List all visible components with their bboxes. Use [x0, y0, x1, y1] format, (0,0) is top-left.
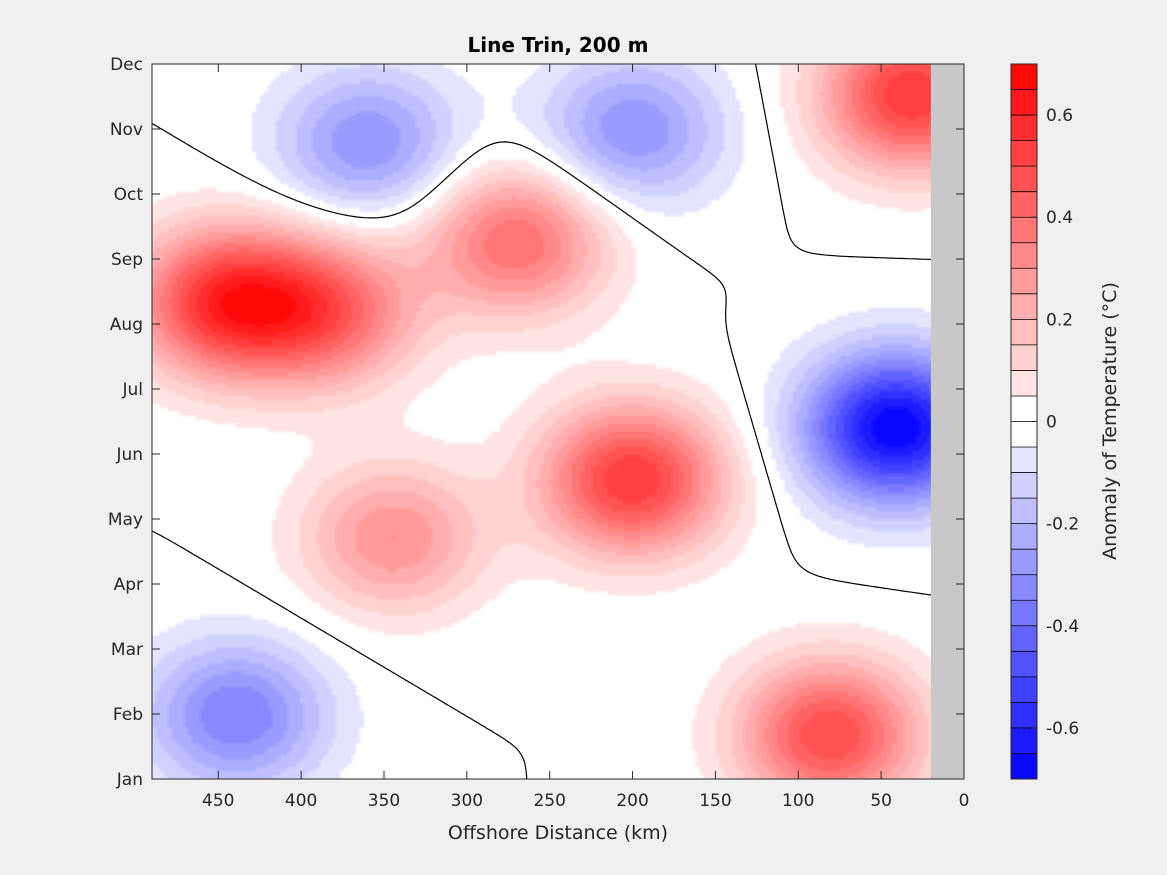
- plot-area: [151, 63, 965, 780]
- colorbar: 0.6 0.4 0.2 0 -0.2 -0.4 -0.6 Anomaly of Temper…: [1010, 63, 1121, 780]
- y-tick-label: Mar: [111, 640, 143, 660]
- x-tick-label: 100: [782, 791, 814, 811]
- x-tick-label: 450: [202, 791, 234, 811]
- zero-contour: [152, 64, 964, 779]
- x-tick-label: 350: [368, 791, 400, 811]
- x-axis-ticks: 450 400 350 300 250 200 150 100 50 0: [202, 64, 969, 811]
- colorbar-tick-label: 0: [1046, 413, 1057, 433]
- y-tick-label: Oct: [114, 185, 144, 205]
- x-tick-label: 250: [533, 791, 565, 811]
- colorbar-tick-label: 0.4: [1046, 208, 1073, 228]
- colorbar-tick-label: -0.4: [1046, 617, 1079, 637]
- chart-title: Line Trin, 200 m: [468, 33, 649, 57]
- anomaly-field: [152, 64, 964, 779]
- y-tick-label: Dec: [110, 55, 143, 75]
- plot-frame: [151, 63, 965, 780]
- y-tick-label: May: [108, 510, 143, 530]
- colorbar-level-lines: [1011, 89, 1037, 754]
- x-tick-label: 200: [616, 791, 648, 811]
- y-tick-label: Jan: [116, 770, 143, 790]
- x-tick-label: 150: [699, 791, 731, 811]
- colorbar-ticks: 0.6 0.4 0.2 0 -0.2 -0.4 -0.6: [1031, 106, 1079, 739]
- y-tick-label: Apr: [114, 575, 143, 595]
- colorbar-label: Anomaly of Temperature (°C): [1099, 282, 1121, 560]
- y-tick-label: Sep: [111, 250, 143, 270]
- y-tick-label: Jun: [115, 445, 143, 465]
- y-tick-label: Aug: [110, 315, 143, 335]
- colorbar-tick-label: 0.6: [1046, 106, 1073, 126]
- y-tick-label: Nov: [110, 120, 143, 140]
- x-tick-label: 300: [451, 791, 483, 811]
- x-axis-label: Offshore Distance (km): [448, 822, 668, 844]
- zero-contour-lines: [152, 64, 964, 779]
- no-data-region: [930, 64, 964, 779]
- colorbar-tick-label: -0.6: [1046, 719, 1079, 739]
- x-tick-label: 400: [285, 791, 317, 811]
- y-tick-label: Jul: [121, 380, 143, 400]
- y-tick-label: Feb: [113, 705, 143, 725]
- colorbar-tick-label: -0.2: [1046, 515, 1079, 535]
- x-tick-label: 50: [870, 791, 892, 811]
- x-tick-label: 0: [959, 791, 970, 811]
- colorbar-tick-label: 0.2: [1046, 310, 1073, 330]
- y-axis-ticks: Jan Feb Mar Apr May Jun Jul Aug Sep Oct Nov Dec: [108, 55, 964, 790]
